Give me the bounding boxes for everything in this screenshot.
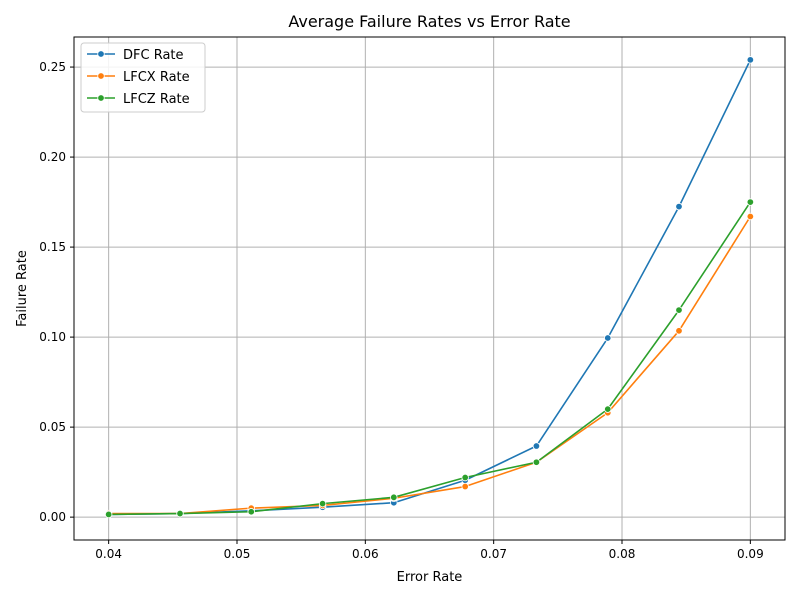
x-tick-label: 0.08 xyxy=(609,547,636,561)
legend-item-dfc-rate: DFC Rate xyxy=(87,48,184,63)
x-tick-label: 0.09 xyxy=(737,547,764,561)
legend: DFC Rate LFCX Rate LFCZ Rate xyxy=(80,42,206,113)
chart-title: Average Failure Rates vs Error Rate xyxy=(288,12,570,31)
plot-area xyxy=(74,37,785,540)
legend-box xyxy=(80,42,206,113)
data-point-lfcx-rate xyxy=(675,327,683,335)
legend-marker xyxy=(97,72,105,80)
data-point-dfc-rate xyxy=(675,202,683,211)
data-point-dfc-rate xyxy=(604,334,612,342)
y-tick-label: 0.00 xyxy=(39,510,66,524)
data-point-lfcz-rate xyxy=(675,306,683,314)
data-point-lfcz-rate xyxy=(746,198,755,206)
legend-label: LFCX Rate xyxy=(123,70,190,85)
data-point-lfcz-rate xyxy=(390,493,398,502)
x-axis: 0.04 0.05 0.06 0.07 0.08 0.09 xyxy=(95,540,764,561)
legend-marker xyxy=(97,94,105,102)
data-point-lfcz-rate xyxy=(318,499,327,508)
y-tick-label: 0.10 xyxy=(39,330,66,344)
series-line-lfcx-rate xyxy=(108,216,752,515)
series-line-lfcz-rate xyxy=(108,201,752,516)
series-layer xyxy=(104,56,755,519)
plot-frame xyxy=(73,36,786,541)
legend-label: DFC Rate xyxy=(123,48,184,63)
data-point-dfc-rate xyxy=(746,56,755,64)
y-tick-label: 0.05 xyxy=(39,420,66,434)
data-point-lfcz-rate xyxy=(247,508,255,516)
legend-label: LFCZ Rate xyxy=(123,92,190,107)
y-axis-label: Failure Rate xyxy=(15,250,30,327)
legend-item-lfcx-rate: LFCX Rate xyxy=(87,70,190,85)
legend-item-lfcz-rate: LFCZ Rate xyxy=(87,92,190,107)
y-axis: 0.00 0.05 0.10 0.15 0.20 0.25 xyxy=(39,60,74,524)
series-lfcz-rate xyxy=(104,198,755,519)
x-tick-label: 0.07 xyxy=(480,547,507,561)
x-tick-label: 0.04 xyxy=(95,547,122,561)
data-point-lfcx-rate xyxy=(461,482,469,491)
grid xyxy=(74,37,785,540)
y-tick-label: 0.20 xyxy=(39,150,66,164)
data-point-lfcz-rate xyxy=(104,510,113,519)
data-point-lfcz-rate xyxy=(461,473,469,482)
x-tick-label: 0.05 xyxy=(224,547,251,561)
y-tick-label: 0.15 xyxy=(39,240,66,254)
x-axis-label: Error Rate xyxy=(397,570,463,585)
data-point-lfcz-rate xyxy=(604,405,612,413)
legend-marker xyxy=(97,50,105,58)
data-point-dfc-rate xyxy=(532,442,541,450)
data-point-lfcz-rate xyxy=(532,458,541,466)
y-tick-label: 0.25 xyxy=(39,60,66,74)
x-tick-label: 0.06 xyxy=(352,547,379,561)
data-point-lfcz-rate xyxy=(176,509,184,518)
data-point-lfcx-rate xyxy=(746,212,755,221)
